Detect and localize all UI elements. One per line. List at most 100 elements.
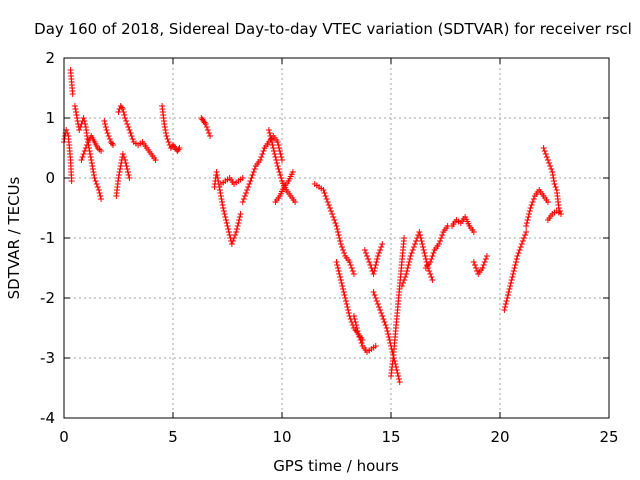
data-point: [380, 316, 387, 322]
data-point: [406, 259, 413, 265]
data-point: [339, 283, 346, 289]
data-point: [326, 205, 333, 211]
data-point: [334, 265, 341, 271]
data-point: [275, 166, 282, 172]
data-point: [385, 331, 392, 337]
data-point: [215, 178, 222, 184]
data-point: [544, 199, 551, 205]
y-axis-label: SDTVAR / TECUs: [5, 176, 23, 299]
data-point: [378, 310, 385, 316]
data-point: [386, 337, 393, 343]
data-point: [420, 247, 427, 253]
data-point: [214, 175, 221, 181]
data-point: [379, 313, 386, 319]
data-point: [504, 292, 511, 298]
data-point: [244, 187, 251, 193]
data-point: [479, 265, 486, 271]
data-point: [214, 172, 221, 178]
data-point: [71, 103, 78, 109]
data-point: [249, 172, 256, 178]
data-point: [526, 211, 533, 217]
data-point: [352, 319, 359, 325]
data-point: [520, 235, 527, 241]
data-point: [543, 154, 550, 160]
data-point: [529, 199, 536, 205]
data-point: [384, 328, 391, 334]
data-point: [374, 256, 381, 262]
data-point: [82, 121, 89, 127]
data-point: [408, 250, 415, 256]
data-point: [332, 220, 339, 226]
data-point: [508, 277, 515, 283]
data-point: [407, 253, 414, 259]
data-point: [512, 262, 519, 268]
data-point: [125, 124, 132, 130]
x-axis-label: GPS time / hours: [273, 457, 399, 475]
data-point: [438, 235, 445, 241]
data-point: [117, 163, 124, 169]
data-point: [274, 139, 281, 145]
data-point: [409, 247, 416, 253]
data-point: [257, 157, 264, 163]
data-point: [98, 148, 105, 154]
data-point: [260, 148, 267, 154]
data-point: [350, 271, 357, 277]
x-tick-label: 15: [381, 428, 400, 446]
data-point: [435, 241, 442, 247]
data-point: [334, 229, 341, 235]
data-point: [473, 265, 480, 271]
data-point: [273, 157, 280, 163]
data-point: [102, 121, 109, 127]
data-point: [97, 193, 104, 199]
data-point: [232, 232, 239, 238]
data-point: [277, 172, 284, 178]
data-point: [90, 172, 97, 178]
data-point: [517, 244, 524, 250]
data-point: [123, 118, 130, 124]
data-point: [82, 145, 89, 151]
data-point: [362, 250, 369, 256]
data-point: [235, 220, 242, 226]
data-point: [548, 166, 555, 172]
data-point: [338, 244, 345, 250]
data-point: [68, 178, 75, 184]
data-point: [176, 145, 183, 151]
data-point: [512, 259, 519, 265]
data-point: [77, 124, 84, 130]
data-point: [524, 217, 531, 223]
data-point: [321, 190, 328, 196]
data-point: [502, 301, 509, 307]
data-point: [229, 238, 236, 244]
data-point: [272, 154, 279, 160]
data-point: [233, 229, 240, 235]
data-point: [161, 124, 168, 130]
data-point: [223, 220, 230, 226]
data-point: [372, 265, 379, 271]
data-point: [213, 169, 220, 175]
data-point: [509, 274, 516, 280]
data-point: [324, 199, 331, 205]
data-point: [81, 118, 88, 124]
data-point: [540, 145, 547, 151]
data-point: [337, 274, 344, 280]
data-point: [250, 169, 257, 175]
data-point: [337, 277, 344, 283]
data-point: [345, 307, 352, 313]
data-point: [357, 337, 364, 343]
data-point: [104, 130, 111, 136]
data-point: [125, 172, 132, 178]
data-point: [507, 280, 514, 286]
data-point: [550, 175, 557, 181]
data-point: [228, 241, 235, 247]
data-point: [323, 196, 330, 202]
data-point: [216, 187, 223, 193]
data-point: [120, 154, 127, 160]
y-tick-label: -2: [40, 289, 55, 307]
data-point: [510, 271, 517, 277]
data-point: [127, 130, 134, 136]
y-axis-ticks: 2 1 0 -1 -2 -3 -4: [40, 49, 609, 427]
data-point: [152, 157, 159, 163]
data-point: [350, 313, 357, 319]
data-point: [353, 322, 360, 328]
